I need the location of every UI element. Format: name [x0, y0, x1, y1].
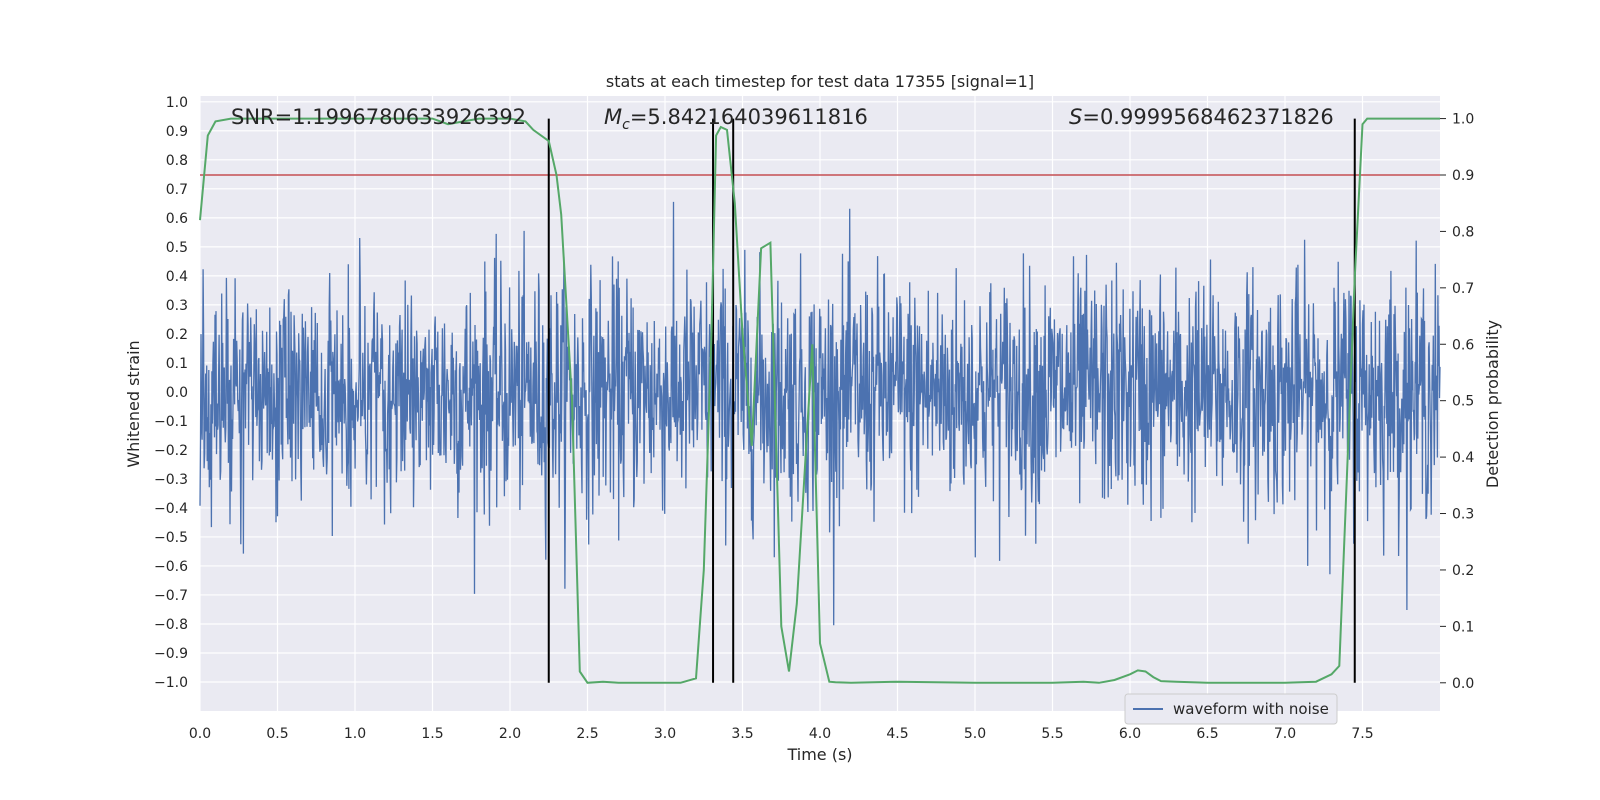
y-tick-label: 0.6 [166, 211, 188, 227]
y-tick-label: 0.3 [166, 298, 188, 314]
y-tick-label: −0.1 [154, 414, 188, 430]
y-tick-label: −1.0 [154, 675, 188, 691]
vertical-lines [547, 118, 1356, 683]
chirp-mass-subscript: c [622, 117, 630, 133]
y2-tick-label: 0.5 [1452, 394, 1474, 410]
x-tick-label: 1.0 [344, 726, 366, 742]
y-tick-label: −0.2 [154, 443, 188, 459]
x-tick-label: 5.5 [1041, 726, 1063, 742]
y2-tick-label: 0.4 [1452, 450, 1474, 466]
detection-probability-series [199, 117, 1440, 684]
y2-tick-label: 0.6 [1452, 337, 1474, 353]
x-tick-label: 6.0 [1119, 726, 1141, 742]
y2-tick-label: 1.0 [1452, 112, 1474, 128]
x-tick-label: 5.0 [964, 726, 986, 742]
x-tick-label: 3.5 [731, 726, 753, 742]
s-annotation: S=0.9999568462371826 [1069, 105, 1334, 129]
x-tick-label: 0.0 [189, 726, 211, 742]
y2-tick-label: 0.8 [1452, 224, 1474, 240]
waveform-line [199, 201, 1441, 626]
x-tick-label: 0.5 [266, 726, 288, 742]
y2-tick-label: 0.7 [1452, 281, 1474, 297]
y-tick-label: 1.0 [166, 95, 188, 111]
y2-tick-label: 0.9 [1452, 168, 1474, 184]
chirp-mass-annotation: Mc=5.842164039611816 [604, 105, 868, 133]
y-tick-label: 0.8 [166, 153, 188, 169]
x-tick-label: 4.5 [886, 726, 908, 742]
y-tick-label: 0.0 [166, 385, 188, 401]
grid [199, 96, 1440, 711]
y2-tick-label: 0.0 [1452, 676, 1474, 692]
legend-box [1124, 693, 1338, 725]
x-tick-label: 7.5 [1351, 726, 1373, 742]
y-tick-label: −0.7 [154, 588, 188, 604]
y-tick-label: −0.5 [154, 530, 188, 546]
snr-annotation: SNR=1.1996780633926392 [231, 105, 526, 129]
s-symbol: S [1069, 105, 1082, 129]
y-axis-label: Whitened strain [124, 340, 143, 467]
y-tick-label: −0.8 [154, 617, 188, 633]
y-tick-label: −0.9 [154, 646, 188, 662]
s-value: =0.9999568462371826 [1082, 105, 1333, 129]
y-tick-label: −0.3 [154, 472, 188, 488]
y-tick-label: 0.7 [166, 182, 188, 198]
detection-probability-line [199, 117, 1440, 684]
x-tick-label: 7.0 [1274, 726, 1296, 742]
chart-title: stats at each timestep for test data 173… [606, 72, 1034, 91]
y-tick-label: −0.6 [154, 559, 188, 575]
y-tick-label: 0.1 [166, 356, 188, 372]
y-tick-label: 0.2 [166, 327, 188, 343]
x-tick-label: 2.5 [576, 726, 598, 742]
x-tick-label: 6.5 [1196, 726, 1218, 742]
y-tick-label: 0.4 [166, 269, 188, 285]
chirp-mass-symbol: M [604, 105, 622, 129]
y2-axis-label: Detection probability [1483, 320, 1502, 488]
x-tick-label: 1.5 [421, 726, 443, 742]
y-tick-label: 0.9 [166, 124, 188, 140]
y-tick-label: −0.4 [154, 501, 188, 517]
y2-tick-label: 0.3 [1452, 507, 1474, 523]
legend: waveform with noise [1124, 693, 1338, 725]
chirp-mass-value: =5.842164039611816 [630, 105, 868, 129]
x-tick-label: 4.0 [809, 726, 831, 742]
y-tick-label: 0.5 [166, 240, 188, 256]
x-tick-label: 2.0 [499, 726, 521, 742]
x-axis-label: Time (s) [786, 745, 852, 764]
waveform-series [199, 201, 1441, 626]
y2-tick-label: 0.1 [1452, 619, 1474, 635]
legend-label: waveform with noise [1173, 700, 1329, 718]
y2-tick-label: 0.2 [1452, 563, 1474, 579]
tick-labels: 0.0 0.5 1.0 1.5 2.0 2.5 3.0 3.5 4.0 4.5 5.0 5.5 6.0 6… [154, 95, 1474, 742]
x-tick-label: 3.0 [654, 726, 676, 742]
